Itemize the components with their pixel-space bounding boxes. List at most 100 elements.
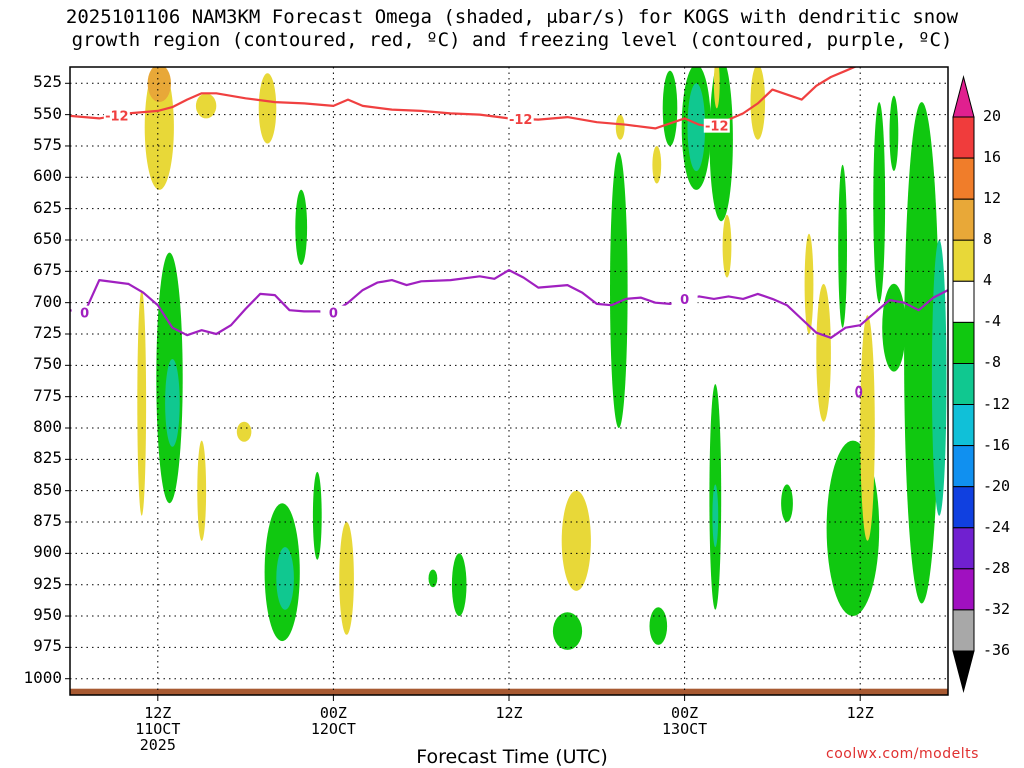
y-tick-label: 975 <box>33 636 62 656</box>
omega-cell <box>816 283 831 422</box>
colorbar-bottom-arrow <box>952 650 975 693</box>
omega-cell <box>931 240 947 516</box>
omega-cell <box>615 114 625 140</box>
omega-cell <box>451 553 467 616</box>
colorbar-bin <box>952 609 975 652</box>
freezing-contour-label-bg <box>320 305 347 320</box>
y-tick-label: 775 <box>33 385 62 405</box>
colorbar-bin <box>952 280 975 323</box>
omega-cell <box>165 359 180 447</box>
omega-cell <box>236 421 252 442</box>
x-tick-label: 12Z <box>815 705 905 721</box>
omega-cell <box>552 612 583 650</box>
x-tick-label: 12Z 11OCT 2025 <box>113 705 203 753</box>
colorbar-label: -4 <box>983 312 1002 331</box>
colorbar-bin <box>952 157 975 200</box>
y-tick-label: 750 <box>33 354 62 374</box>
omega-cell <box>904 102 940 604</box>
omega-cell <box>137 290 147 516</box>
omega-cell <box>712 484 719 548</box>
y-tick-label: 575 <box>33 134 62 154</box>
omega-cell <box>295 189 308 265</box>
omega-shading-layer <box>137 67 947 650</box>
y-tick-label: 600 <box>33 166 62 186</box>
x-tick-label-line: 11OCT <box>135 720 181 738</box>
contour-layer: -12 -12 -12 0 0 0 <box>70 67 948 398</box>
x-tick-label-line: 12OCT <box>310 720 356 738</box>
omega-cell <box>276 547 294 610</box>
y-tick-label: 625 <box>33 197 62 217</box>
colorbar-label: -20 <box>983 476 1011 495</box>
colorbar-label: 20 <box>983 107 1002 125</box>
omega-cell <box>195 93 217 119</box>
y-tick-label: 875 <box>33 511 62 531</box>
omega-cell <box>339 522 354 635</box>
omega-cell <box>713 67 720 109</box>
grid-layer <box>65 67 948 701</box>
colorbar-bin <box>952 404 975 447</box>
colorbar-bin <box>952 568 975 611</box>
colorbar-label: -24 <box>983 517 1011 536</box>
dgz-contour-label-bg <box>103 108 130 123</box>
colorbar-label: -28 <box>983 558 1011 577</box>
omega-cell <box>882 283 906 372</box>
omega-cell <box>428 569 438 588</box>
y-tick-label: 550 <box>33 103 62 123</box>
x-tick-label-line: 2025 <box>139 736 176 754</box>
omega-cell <box>147 67 171 103</box>
freezing-contour-small <box>855 385 863 398</box>
colorbar <box>952 75 975 693</box>
y-tick-label: 700 <box>33 291 62 311</box>
x-axis-title: Forecast Time (UTC) <box>416 746 608 768</box>
x-tick-label-line: 00Z <box>671 704 699 722</box>
omega-cell <box>838 164 847 328</box>
x-tick-label-line: 13OCT <box>662 720 708 738</box>
colorbar-top-arrow <box>952 75 975 118</box>
omega-cell <box>804 233 814 334</box>
freezing-contour-label: 0 <box>680 293 689 308</box>
colorbar-bin <box>952 445 975 488</box>
colorbar-label: -8 <box>983 353 1002 372</box>
omega-cell <box>312 471 322 560</box>
colorbar-bin <box>952 527 975 570</box>
colorbar-bin <box>952 198 975 241</box>
y-tick-label: 950 <box>33 605 62 625</box>
colorbar-label: 4 <box>983 271 993 290</box>
colorbar-bin <box>952 321 975 364</box>
terrain-layer <box>70 688 948 695</box>
omega-cell <box>662 70 678 146</box>
credit-link[interactable]: coolwx.com/modelts <box>826 746 979 762</box>
colorbar-label: -36 <box>983 641 1011 659</box>
dgz-contour-label: -12 <box>705 120 729 135</box>
colorbar-label: -16 <box>983 435 1011 454</box>
y-tick-label: 1000 <box>23 667 62 687</box>
freezing-contour-label-bg <box>71 305 98 320</box>
dgz-contour-label: -12 <box>509 113 533 128</box>
omega-cell <box>610 152 628 428</box>
dgz-contour-label-bg <box>507 111 534 126</box>
colorbar-bin <box>952 363 975 406</box>
y-tick-label: 825 <box>33 448 62 468</box>
colorbar-bin <box>952 486 975 529</box>
freezing-contour <box>70 269 948 339</box>
x-tick-label: 00Z 13OCT <box>640 705 730 737</box>
y-tick-label: 650 <box>33 228 62 248</box>
y-tick-label: 725 <box>33 322 62 342</box>
dgz-contour-label-bg <box>703 118 730 133</box>
y-tick-label: 525 <box>33 72 62 92</box>
chart-title-line-2: growth region (contoured, red, ºC) and f… <box>71 29 953 51</box>
x-tick-label-line: 00Z <box>319 704 347 722</box>
omega-cell <box>652 146 662 184</box>
colorbar-bin <box>952 116 975 159</box>
y-tick-label: 850 <box>33 479 62 499</box>
y-tick-label: 800 <box>33 417 62 436</box>
omega-cell <box>889 95 899 171</box>
x-tick-label: 00Z 12OCT <box>288 705 378 737</box>
y-tick-label: 675 <box>33 260 62 280</box>
colorbar-label: -32 <box>983 599 1011 618</box>
x-tick-label: 12Z <box>464 705 554 721</box>
colorbar-label: -12 <box>983 394 1011 413</box>
y-tick-label: 925 <box>33 573 62 593</box>
omega-cell <box>687 83 706 172</box>
